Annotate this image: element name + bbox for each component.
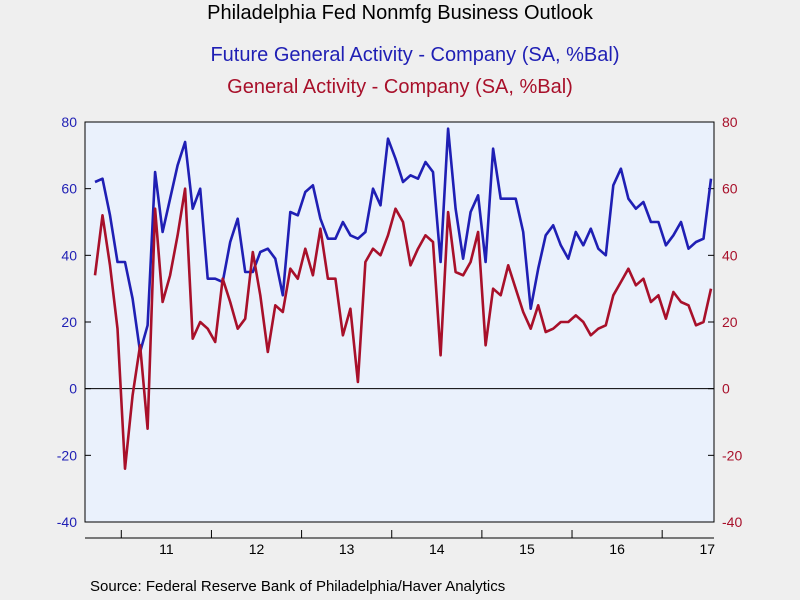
chart-title: Philadelphia Fed Nonmfg Business Outlook	[207, 2, 593, 24]
y-tick-label-left: -40	[57, 514, 77, 530]
y-tick-label-left: 60	[61, 181, 77, 197]
x-tick-label: 14	[429, 541, 445, 557]
y-tick-label-right: -20	[722, 447, 742, 463]
series-label-general-activity: General Activity - Company (SA, %Bal)	[227, 76, 573, 98]
y-tick-label-left: 80	[61, 114, 77, 130]
x-tick-label: 13	[339, 541, 355, 557]
y-tick-label-right: 40	[722, 247, 738, 263]
series-line-future-activity	[94, 127, 713, 354]
y-tick-label-left: 20	[61, 314, 77, 330]
x-tick-label: 17	[699, 541, 715, 557]
x-tick-label: 16	[609, 541, 625, 557]
y-tick-label-right: 20	[722, 314, 738, 330]
y-tick-label-right: -40	[722, 514, 742, 530]
x-tick-label: 11	[159, 541, 174, 557]
plot-area	[84, 121, 715, 523]
y-tick-label-right: 80	[722, 114, 738, 130]
x-tick-label: 15	[519, 541, 535, 557]
y-tick-label-right: 0	[722, 381, 730, 397]
y-tick-label-right: 60	[722, 181, 738, 197]
x-tick-label: 12	[249, 541, 265, 557]
series-label-future-activity: Future General Activity - Company (SA, %…	[210, 44, 620, 66]
source-note: Source: Federal Reserve Bank of Philadel…	[90, 578, 506, 595]
y-tick-label-left: 40	[61, 247, 77, 263]
series-line-general-activity	[93, 187, 713, 471]
y-tick-label-left: 0	[69, 381, 77, 397]
y-tick-label-left: -20	[57, 447, 77, 463]
